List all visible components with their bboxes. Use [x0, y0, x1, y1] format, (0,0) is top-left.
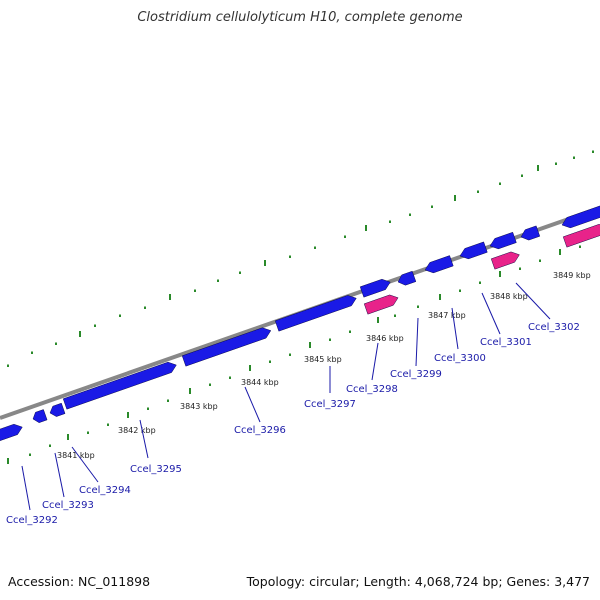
- kbp-label: 3848 kbp: [490, 292, 528, 301]
- gene-label[interactable]: Ccel_3299: [390, 369, 442, 380]
- gene-feature-track: [0, 203, 600, 443]
- gene-leader-line: [139, 419, 149, 459]
- gene-label[interactable]: Ccel_3300: [434, 353, 486, 364]
- gene-arrow-shape: [363, 294, 399, 315]
- kbp-label: 3846 kbp: [366, 334, 404, 343]
- gene-label[interactable]: Ccel_3302: [528, 322, 580, 333]
- gene-arrow-shape: [274, 295, 357, 332]
- gene-label[interactable]: Ccel_3293: [42, 500, 94, 511]
- kbp-label: 3841 kbp: [57, 451, 95, 460]
- gene-arrow-shape: [459, 241, 488, 260]
- forward-cds-feature[interactable]: [423, 255, 454, 276]
- gene-arrow-shape: [561, 203, 600, 229]
- gene-label[interactable]: Ccel_3295: [130, 464, 182, 475]
- gene-arrow-shape: [181, 327, 272, 367]
- accession-text: Accession: NC_011898: [8, 574, 151, 589]
- forward-cds-feature[interactable]: [560, 203, 600, 230]
- gene-label[interactable]: Ccel_3294: [79, 485, 131, 496]
- reverse-cds-feature[interactable]: [562, 222, 600, 248]
- gene-arrow-shape: [32, 409, 48, 423]
- gene-label[interactable]: Ccel_3292: [6, 515, 58, 526]
- gene-label[interactable]: Ccel_3296: [234, 425, 286, 436]
- forward-cds-feature[interactable]: [488, 231, 517, 251]
- forward-cds-feature[interactable]: [274, 293, 358, 332]
- gene-label[interactable]: Ccel_3301: [480, 337, 532, 348]
- gene-arrow-shape: [489, 231, 517, 250]
- forward-cds-feature[interactable]: [458, 241, 488, 261]
- gene-label[interactable]: Ccel_3298: [346, 384, 398, 395]
- label-layer: 3841 kbp 3842 kbp 3843 kbp 3844 kbp 3845 kbp…: [6, 271, 591, 526]
- forward-cds-feature[interactable]: [396, 270, 417, 287]
- forward-cds-feature[interactable]: [48, 402, 66, 418]
- gene-leader-line: [451, 307, 459, 350]
- kbp-label: 3843 kbp: [180, 402, 218, 411]
- gene-leader-line: [21, 465, 31, 511]
- gene-arrow-shape: [520, 225, 541, 241]
- gene-leader-line: [244, 386, 261, 423]
- gene-leader-line: [515, 282, 551, 320]
- gene-leader-line: [71, 446, 99, 483]
- forward-cds-feature[interactable]: [519, 225, 541, 242]
- gene-arrow-shape: [62, 361, 177, 410]
- gene-arrow-shape: [49, 402, 66, 417]
- forward-cds-feature[interactable]: [62, 360, 178, 410]
- gene-arrow-shape: [359, 278, 391, 298]
- gene-arrow-shape: [562, 224, 600, 248]
- gene-leader-line: [371, 342, 379, 381]
- kbp-label: 3844 kbp: [241, 378, 279, 387]
- kbp-label: 3845 kbp: [304, 355, 342, 364]
- forward-cds-feature[interactable]: [0, 422, 24, 443]
- forward-cds-feature[interactable]: [31, 409, 48, 425]
- gene-label[interactable]: Ccel_3297: [304, 399, 356, 410]
- kbp-label: 3842 kbp: [118, 426, 156, 435]
- outer-tick-track: [7, 150, 594, 367]
- reverse-cds-feature[interactable]: [363, 293, 400, 315]
- inner-tick-track: [7, 245, 581, 464]
- gene-arrow-shape: [424, 255, 454, 274]
- gene-arrow-shape: [397, 270, 417, 286]
- map-title: Clostridium cellulolyticum H10, complete…: [137, 10, 463, 25]
- gene-arrow-shape: [0, 423, 23, 443]
- genome-stats-text: Topology: circular; Length: 4,068,724 bp…: [246, 574, 590, 589]
- forward-cds-feature[interactable]: [359, 277, 392, 298]
- gene-leader-line: [415, 317, 419, 367]
- gene-leader-line: [481, 292, 501, 335]
- gene-arrow-shape: [490, 251, 520, 270]
- kbp-label: 3849 kbp: [553, 271, 591, 280]
- kbp-label: 3847 kbp: [428, 311, 466, 320]
- reverse-cds-feature[interactable]: [490, 250, 521, 270]
- gene-leader-line: [54, 452, 65, 498]
- forward-cds-feature[interactable]: [181, 325, 272, 367]
